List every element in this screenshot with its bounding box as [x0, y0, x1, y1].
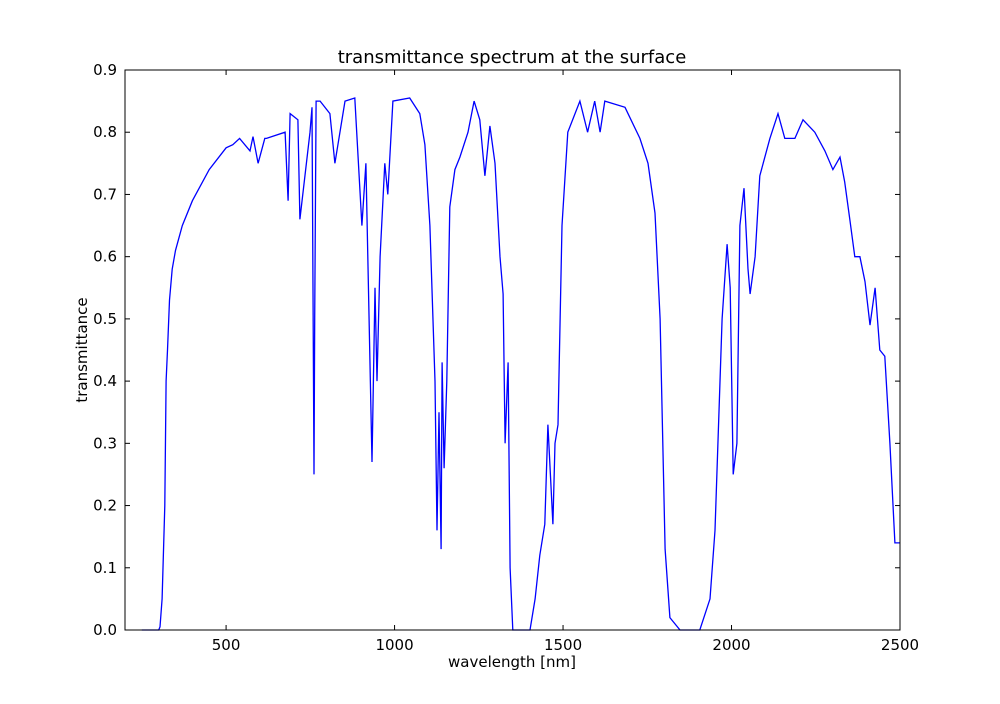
y-tick-label: 0.2	[93, 497, 117, 515]
y-tick-label: 0.1	[93, 559, 117, 577]
y-tick-label: 0.8	[93, 123, 117, 141]
y-tick-label: 0.4	[93, 372, 117, 390]
x-tick-label: 2000	[712, 636, 750, 654]
y-tick-label: 0.9	[93, 61, 117, 79]
x-tick-label: 500	[212, 636, 241, 654]
x-axis-label: wavelength [nm]	[448, 653, 576, 671]
chart-title: transmittance spectrum at the surface	[338, 47, 687, 68]
x-tick-label: 1500	[544, 636, 582, 654]
x-tick-label: 2500	[881, 636, 919, 654]
y-tick-label: 0.3	[93, 434, 117, 452]
x-tick-label: 1000	[375, 636, 413, 654]
y-axis-label: transmittance	[73, 297, 91, 402]
y-tick-label: 0.5	[93, 310, 117, 328]
transmittance-line	[141, 97, 900, 631]
y-tick-label: 0.6	[93, 248, 117, 266]
y-tick-label: 0.0	[93, 621, 117, 639]
y-tick-label: 0.7	[93, 185, 117, 203]
plot-frame	[124, 69, 901, 631]
